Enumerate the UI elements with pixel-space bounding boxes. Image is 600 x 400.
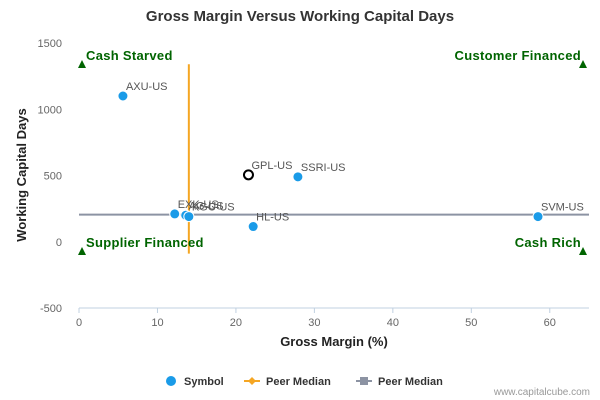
data-point-label: KGC-US: [192, 202, 235, 214]
legend-label-peer-median: Peer Median: [378, 376, 443, 388]
data-point-highlighted: [242, 169, 254, 181]
x-axis: 0 10 20 30 40 50 60: [76, 308, 556, 329]
quadrant-label-top-right: Customer Financed: [455, 48, 581, 63]
x-tick-label: 60: [544, 317, 556, 329]
legend-label-symbol: Symbol: [184, 376, 224, 388]
y-tick-label: 1000: [38, 104, 62, 116]
data-point: [292, 171, 304, 183]
quadrant-marker-icon: [579, 60, 587, 68]
quadrant-marker-icon: [579, 247, 587, 255]
quadrant-label-bottom-left: Supplier Financed: [86, 235, 204, 250]
x-axis-title: Gross Margin (%): [280, 334, 388, 349]
data-point: [183, 211, 195, 223]
quadrant-marker-icon: [78, 60, 86, 68]
data-point-label: SVM-US: [541, 202, 584, 214]
plot-area: Cash Starved Customer Financed Supplier Fi…: [78, 48, 589, 309]
data-point-label: GPL-US: [251, 160, 292, 172]
x-tick-label: 0: [76, 317, 82, 329]
x-tick-label: 30: [308, 317, 320, 329]
legend-peer-median-marker-orange: [248, 377, 256, 385]
y-axis-title: Working Capital Days: [14, 108, 29, 241]
x-tick-label: 50: [465, 317, 477, 329]
legend-label-peer-median: Peer Median: [266, 376, 331, 388]
x-tick-label: 10: [151, 317, 163, 329]
quadrant-label-top-left: Cash Starved: [86, 48, 173, 63]
data-point-label: EXK-US: [178, 199, 219, 211]
data-point-label: AXU-US: [126, 81, 168, 93]
y-axis: -500 0 500 1000 1500: [38, 38, 62, 315]
legend-symbol-marker: [166, 376, 176, 386]
y-tick-label: 0: [56, 237, 62, 249]
data-point: [117, 90, 129, 102]
data-point-label: SSRI-US: [301, 162, 346, 174]
x-tick-label: 40: [387, 317, 399, 329]
data-point-label: AG-US: [189, 200, 224, 212]
data-point: [247, 221, 259, 233]
data-point-label: HL-US: [256, 212, 289, 224]
legend-peer-median-marker-gray: [360, 377, 368, 385]
data-point: [169, 208, 181, 220]
data-point: [532, 211, 544, 223]
legend: Symbol Peer Median Peer Median: [166, 376, 443, 388]
chart-title: Gross Margin Versus Working Capital Days: [146, 8, 454, 25]
y-tick-label: 500: [44, 171, 62, 183]
quadrant-marker-icon: [78, 247, 86, 255]
quadrant-label-bottom-right: Cash Rich: [515, 235, 581, 250]
y-tick-label: 1500: [38, 38, 62, 50]
credit-text: www.capitalcube.com: [493, 387, 590, 398]
y-tick-label: -500: [40, 303, 62, 315]
x-tick-label: 20: [230, 317, 242, 329]
